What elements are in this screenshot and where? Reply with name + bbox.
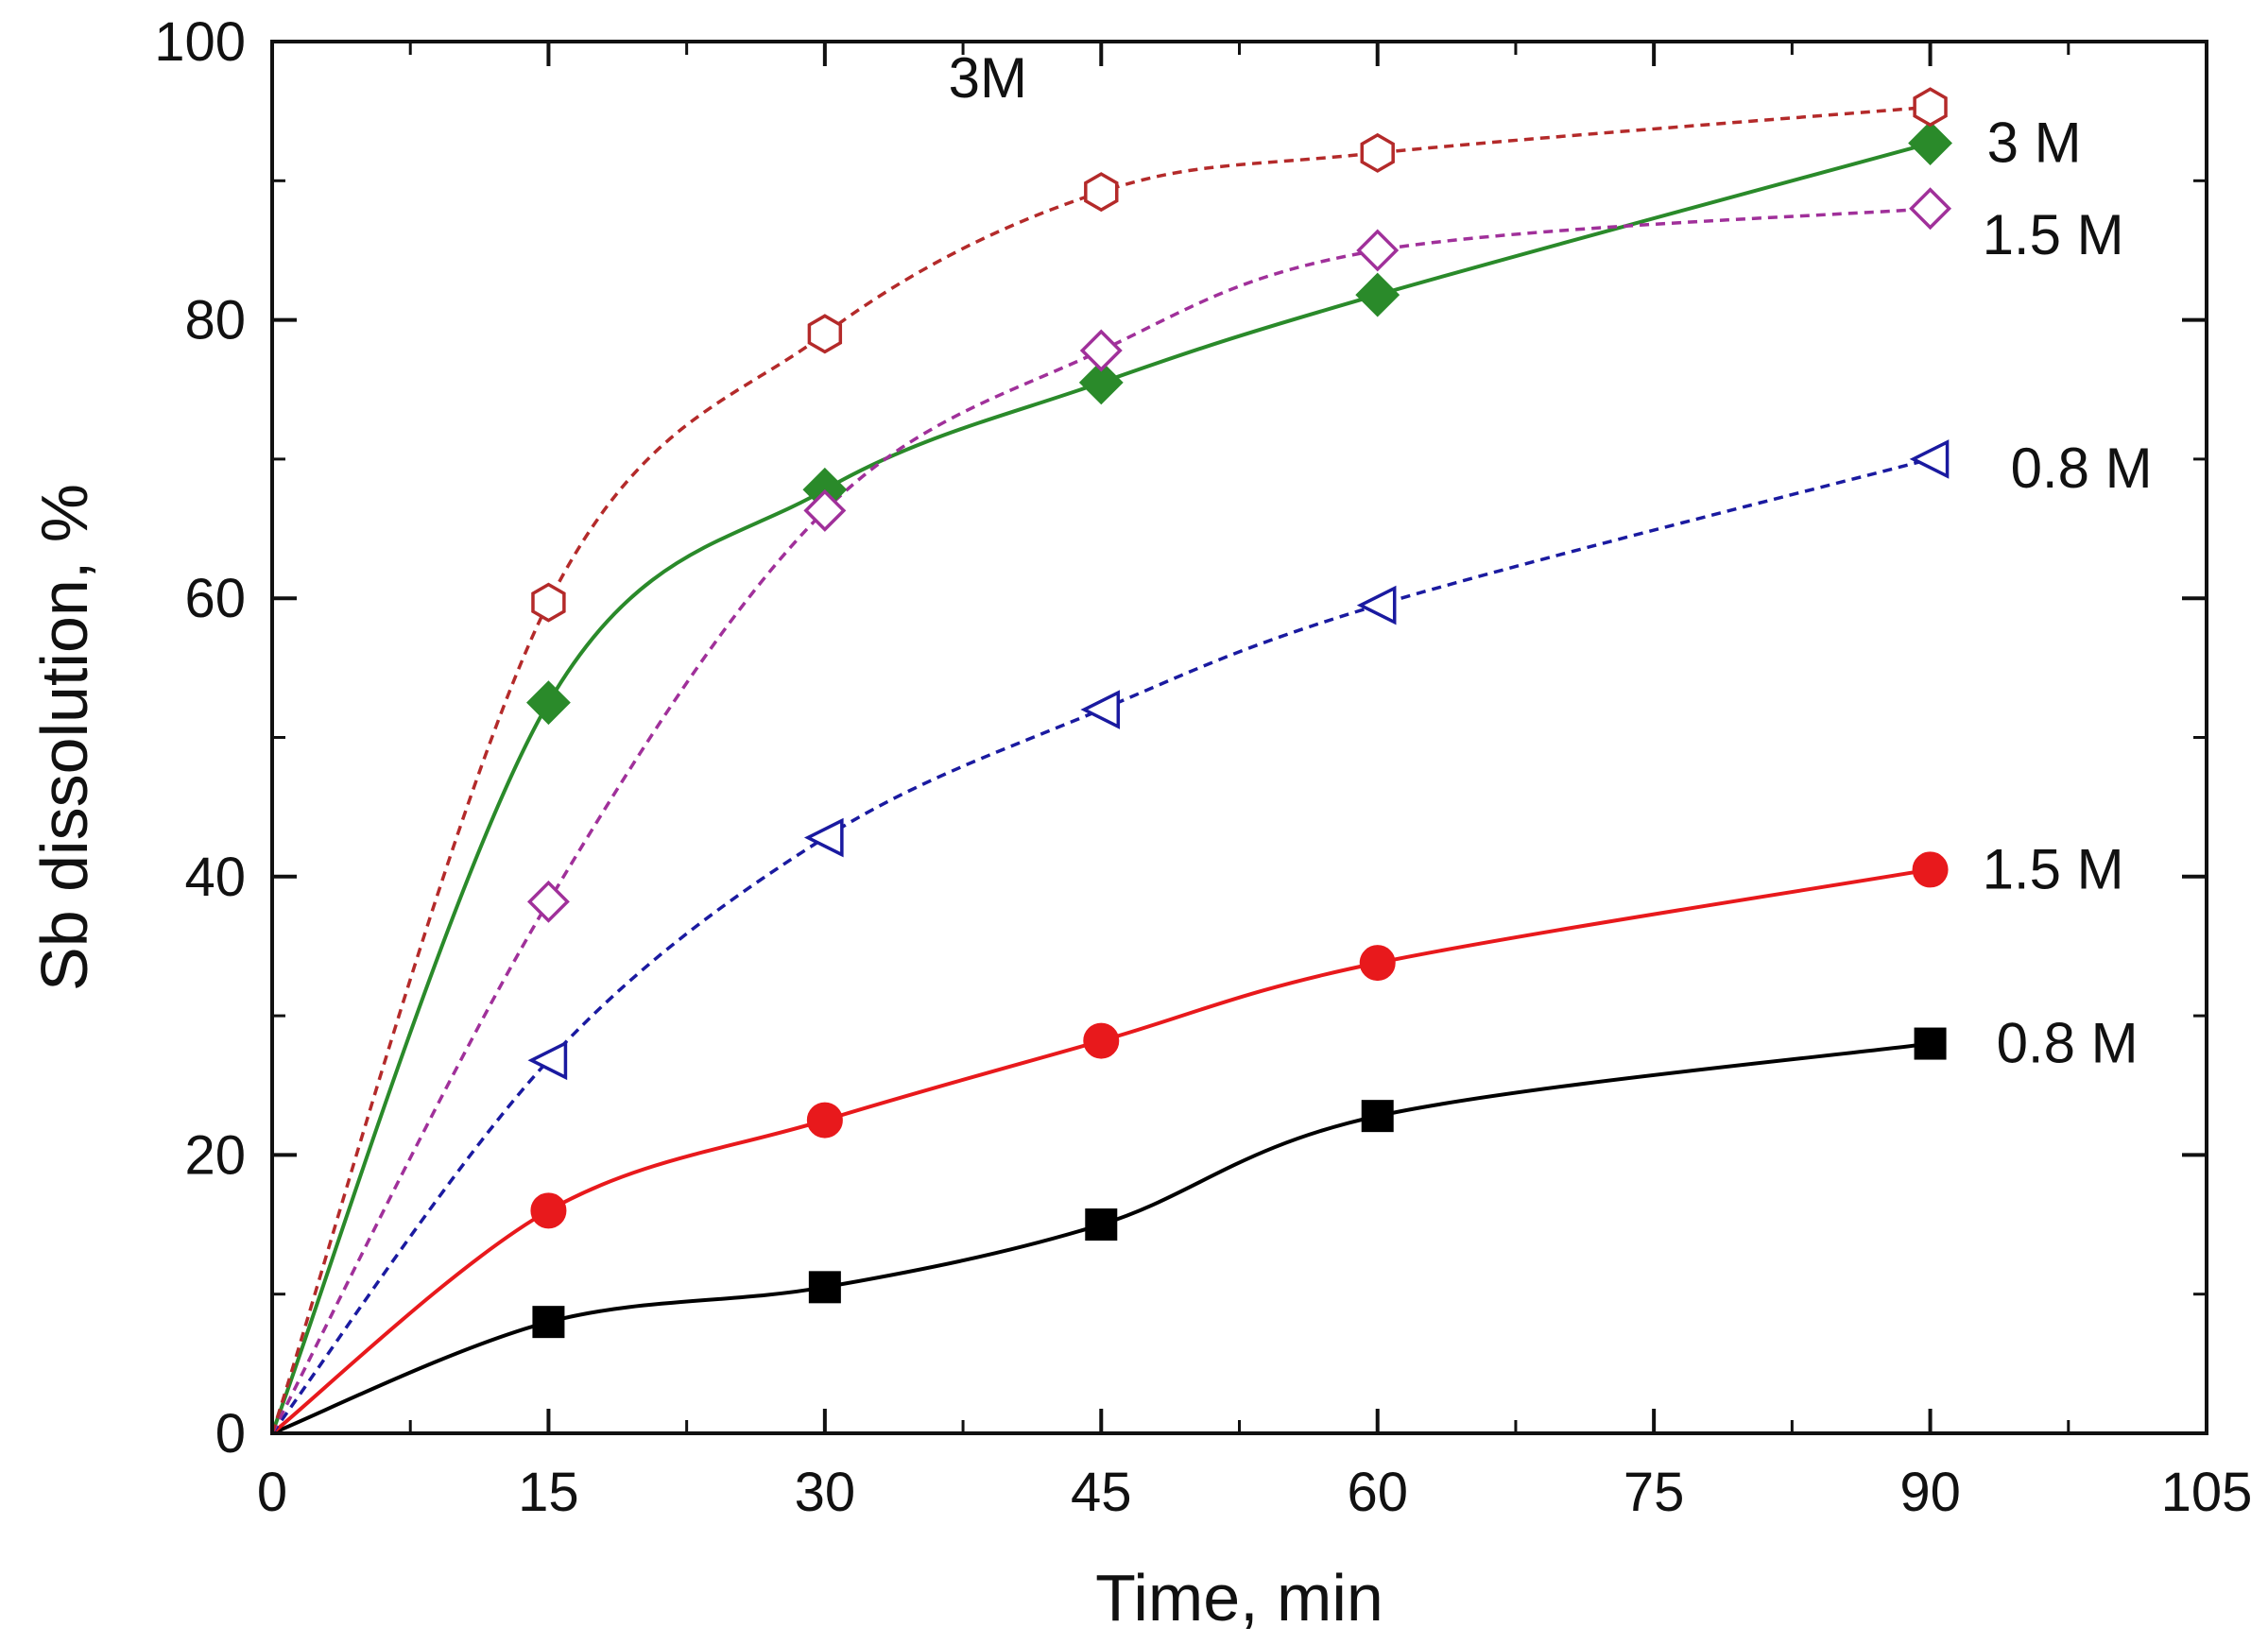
triangle-left-marker [1356,585,1397,625]
circle-marker [1912,851,1949,888]
y-tick-label: 20 [184,1124,246,1186]
diamond-marker [1079,329,1123,372]
diamond-marker [1908,121,1952,165]
triangle-left-marker [527,1040,568,1081]
circle-marker [530,1192,567,1229]
curve-label: 1.5 M [1983,837,2124,900]
series-line [270,207,1931,1434]
curve-label: 1.5 M [1983,203,2124,266]
x-tick-label: 90 [1899,1462,1961,1523]
x-tick-label: 105 [2161,1462,2253,1523]
curve-label: 3M [949,46,1027,110]
square-marker [1085,1208,1118,1242]
series-line [270,141,1932,1434]
series-curves [270,105,1932,1435]
x-tick-label: 75 [1624,1462,1685,1523]
curve-label: 3 M [1987,111,2082,175]
triangle-left-marker [1080,690,1121,729]
diamond-marker [1909,187,1952,231]
series-line [271,1041,1931,1435]
diamond-marker [1355,272,1400,317]
y-tick-label: 100 [154,11,246,73]
diamond-marker [526,680,571,726]
square-marker [532,1306,565,1339]
diamond-marker [1078,360,1124,405]
curve-label: 0.8 M [1997,1012,2139,1075]
diamond-marker [803,488,847,532]
series-markers [526,87,1952,1339]
axis-tick-labels: 0 15 30 45 60 75 90 105 0 20 40 60 80 100 [154,11,2252,1523]
y-tick-label: 40 [184,847,246,908]
hexagon-marker [1360,132,1395,173]
series-line [270,105,1931,1434]
triangle-left-marker [803,817,844,858]
x-axis-title: Time, min [1095,1561,1383,1635]
curve-label: 0.8 M [2011,437,2153,500]
diamond-marker [1356,229,1400,272]
circle-marker [1083,1022,1120,1059]
x-tick-label: 15 [518,1462,579,1523]
square-marker [1361,1100,1394,1133]
y-axis-title: Sb dissolution, % [27,484,101,991]
y-tick-label: 80 [184,290,246,351]
hexagon-marker [1913,87,1948,128]
diamond-marker [526,880,570,923]
x-tick-label: 0 [257,1462,287,1523]
axis-ticks [270,40,2208,1435]
curve-labels: 3M 3 M 1.5 M 0.8 M 1.5 M 0.8 M [949,46,2153,1074]
x-tick-label: 60 [1347,1462,1408,1523]
x-tick-label: 30 [795,1462,856,1523]
hexagon-marker [1084,172,1119,213]
y-tick-label: 0 [215,1403,246,1464]
square-marker [808,1271,841,1304]
hexagon-marker [531,582,566,623]
square-marker [1914,1027,1947,1060]
plot-frame [270,40,2208,1435]
hexagon-marker [807,314,843,354]
triangle-left-marker [1909,439,1950,479]
series-line [270,867,1931,1435]
x-tick-label: 45 [1071,1462,1132,1523]
circle-marker [1359,945,1396,982]
y-tick-label: 60 [184,568,246,629]
circle-marker [806,1102,843,1139]
